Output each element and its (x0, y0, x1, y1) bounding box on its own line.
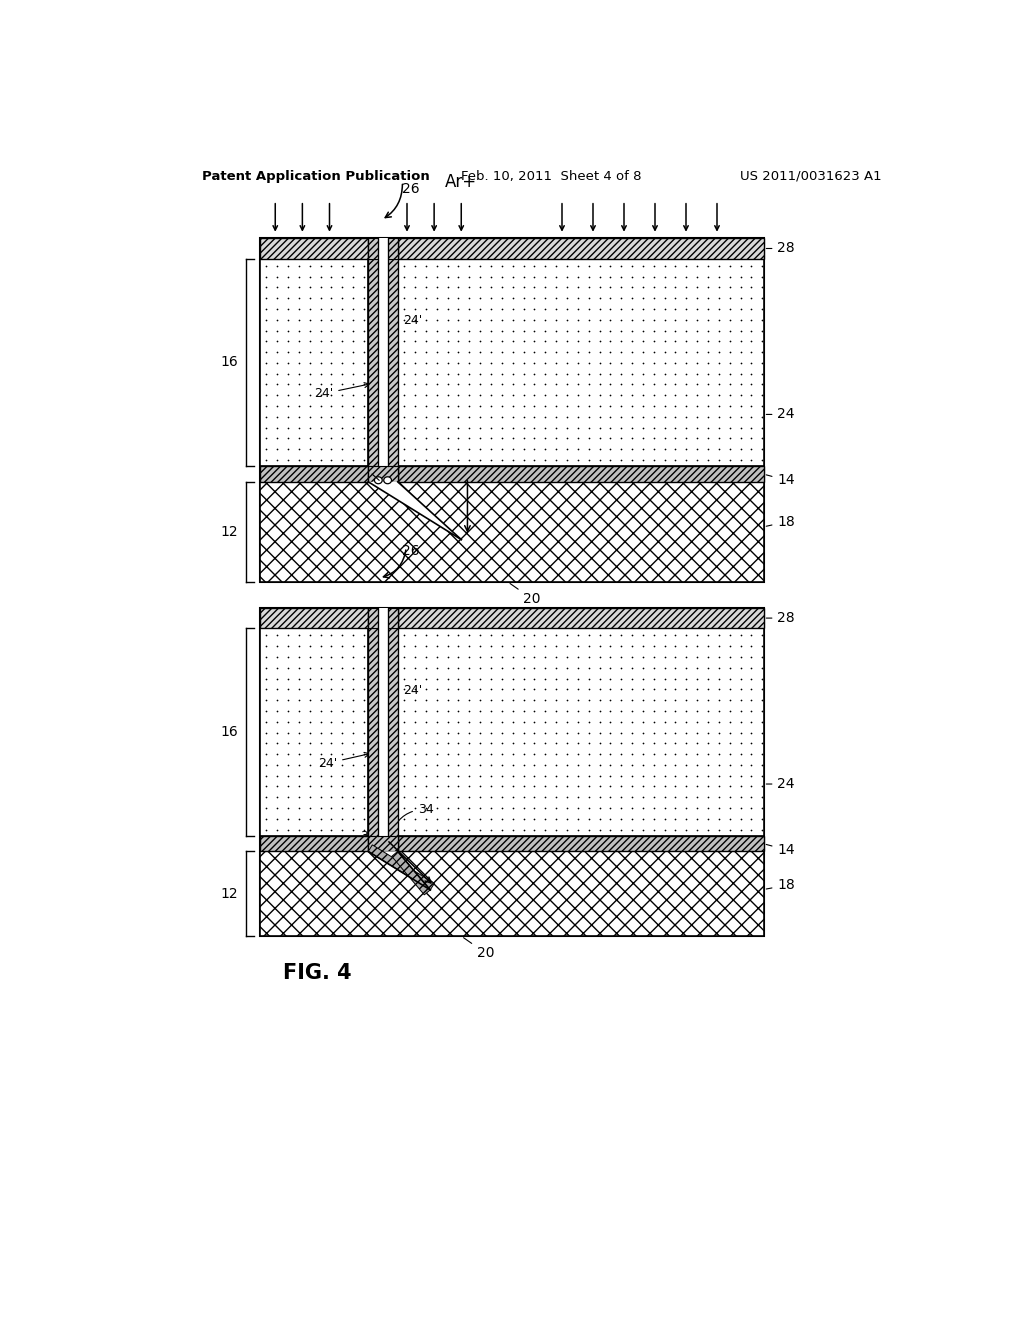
Text: 16: 16 (220, 355, 238, 370)
Ellipse shape (375, 477, 382, 483)
Bar (397, 609, 764, 628)
Bar (260, 609, 764, 936)
Text: FIG. 4: FIG. 4 (283, 964, 351, 983)
Bar (397, 628, 764, 836)
Text: Patent Application Publication: Patent Application Publication (202, 169, 429, 182)
Bar (388, 628, 397, 836)
Text: 14: 14 (766, 843, 795, 857)
Bar (260, 609, 369, 628)
Bar (260, 836, 369, 851)
Text: 32: 32 (359, 829, 376, 842)
Bar (260, 482, 764, 582)
Text: 24': 24' (395, 684, 422, 700)
Text: 34: 34 (390, 803, 433, 836)
Bar (397, 836, 764, 851)
Text: 20: 20 (510, 583, 541, 606)
Text: 24': 24' (314, 383, 370, 400)
Text: 28: 28 (766, 242, 795, 256)
Text: 30: 30 (356, 466, 373, 479)
Polygon shape (369, 482, 461, 540)
Bar (397, 239, 764, 259)
Text: 26: 26 (401, 544, 419, 558)
Text: 26: 26 (401, 182, 419, 197)
Polygon shape (369, 845, 434, 890)
Text: 20: 20 (464, 937, 495, 960)
Bar (260, 466, 369, 482)
Bar (369, 259, 378, 466)
Bar (260, 239, 764, 582)
Text: 18: 18 (766, 515, 796, 529)
Text: 12: 12 (220, 887, 238, 900)
Bar (388, 239, 397, 259)
Text: 12: 12 (220, 525, 238, 539)
Text: 32: 32 (471, 467, 486, 480)
Bar (378, 609, 388, 836)
Text: FIG. 3: FIG. 3 (283, 609, 351, 628)
Polygon shape (392, 851, 430, 895)
Bar (260, 628, 369, 836)
Text: 24: 24 (766, 777, 795, 791)
Text: US 2011/0031623 A1: US 2011/0031623 A1 (740, 169, 882, 182)
Text: 24: 24 (766, 408, 795, 421)
Bar (369, 239, 378, 259)
Text: 16: 16 (220, 725, 238, 739)
Ellipse shape (384, 477, 391, 483)
Text: 24': 24' (317, 752, 370, 770)
Text: 14: 14 (766, 474, 795, 487)
Bar (378, 239, 388, 466)
Bar (369, 628, 378, 836)
Bar (397, 259, 764, 466)
Bar (369, 609, 378, 628)
Bar (369, 466, 397, 482)
Text: 28: 28 (766, 611, 795, 626)
Bar (260, 851, 764, 936)
Bar (260, 239, 369, 259)
Text: 24': 24' (395, 314, 422, 330)
Bar (369, 836, 397, 851)
Text: Feb. 10, 2011  Sheet 4 of 8: Feb. 10, 2011 Sheet 4 of 8 (461, 169, 642, 182)
Bar (388, 609, 397, 628)
Bar (397, 466, 764, 482)
Text: 18: 18 (766, 878, 796, 892)
Text: Ar+: Ar+ (445, 173, 477, 191)
Bar (260, 259, 369, 466)
Bar (388, 259, 397, 466)
Polygon shape (369, 851, 430, 890)
